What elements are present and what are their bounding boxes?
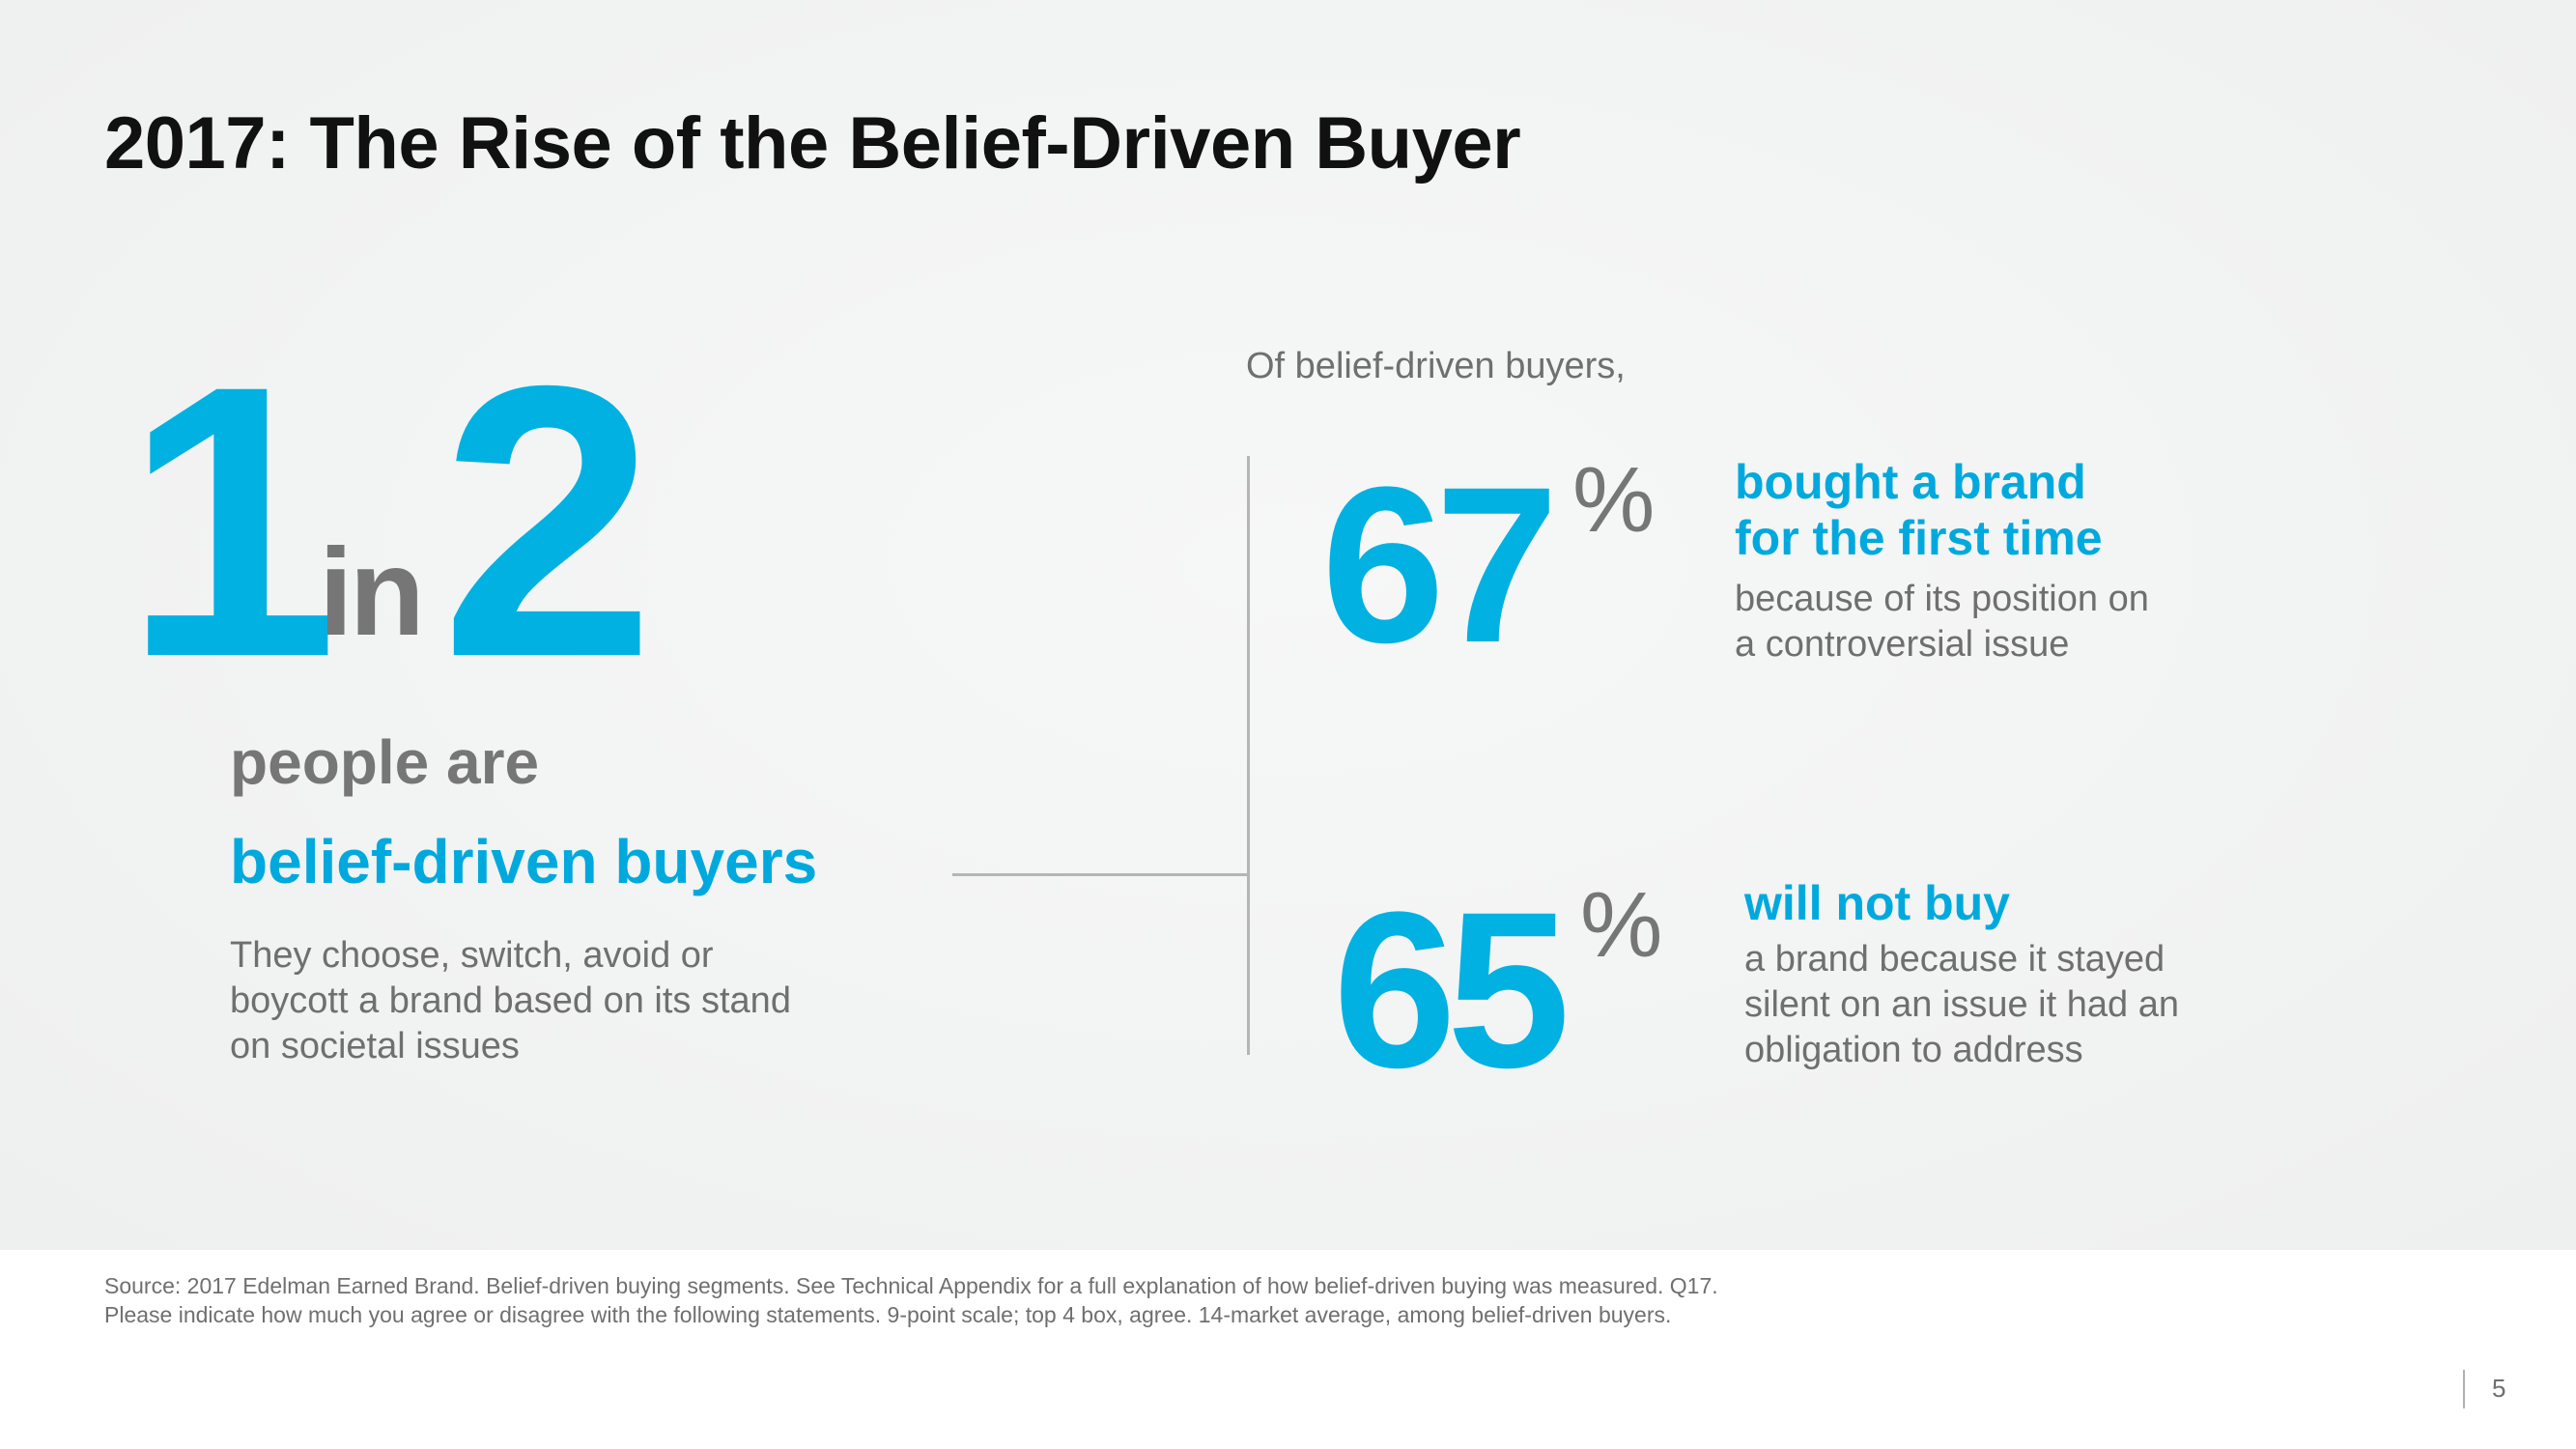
stat-2-heading-line1: will not buy (1744, 876, 2010, 930)
headline-numerator: 1 (124, 305, 339, 737)
stat-1-desc-line1: because of its position on (1735, 579, 2149, 619)
stat-1-desc-line2: a controversial issue (1735, 624, 2070, 665)
stat-1-number: 67 (1321, 440, 1559, 689)
page-number-divider (2463, 1370, 2465, 1408)
headline-line2: belief-driven buyers (230, 827, 818, 896)
slide-canvas: 2017: The Rise of the Belief-Driven Buye… (0, 0, 2576, 1250)
stat-1-percent-sign: % (1572, 448, 1656, 552)
stat-1-heading-line2: for the first time (1735, 511, 2103, 565)
page-title: 2017: The Rise of the Belief-Driven Buye… (104, 102, 1521, 185)
headline-description: They choose, switch, avoid or boycott a … (230, 935, 791, 1066)
stat-2-percent-sign: % (1580, 873, 1663, 977)
stat-2-desc-line2: silent on an issue it had an (1744, 984, 2179, 1025)
page-number: 5 (2492, 1374, 2506, 1403)
stats-intro: Of belief-driven buyers, (1246, 346, 1626, 386)
headline-line1: people are (230, 727, 540, 797)
connector-horizontal-line (952, 873, 1250, 876)
stat-2-desc-line3: obligation to address (1744, 1030, 2083, 1070)
stat-1-heading-line1: bought a brand (1735, 455, 2086, 509)
connector-vertical-line (1247, 456, 1250, 1055)
stat-2-desc-line1: a brand because it stayed (1744, 939, 2166, 980)
headline-connector: in (319, 524, 425, 662)
headline-denominator: 2 (440, 305, 656, 737)
stat-2-number: 65 (1333, 866, 1571, 1114)
footer-source-note: Source: 2017 Edelman Earned Brand. Belie… (104, 1273, 1718, 1327)
